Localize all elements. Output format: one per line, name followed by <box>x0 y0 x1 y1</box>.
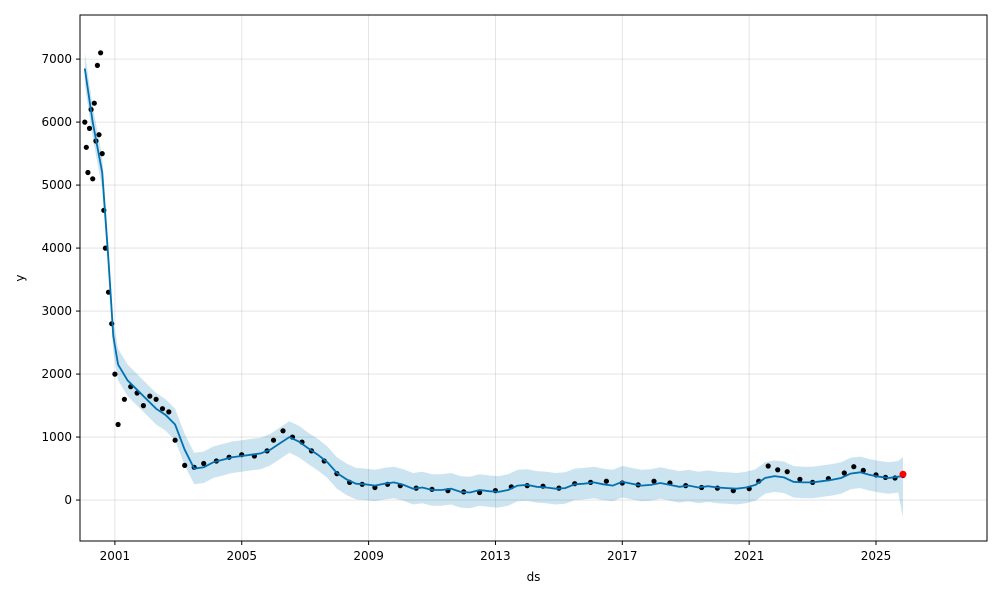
observed-point <box>280 428 286 434</box>
observed-point <box>85 169 91 176</box>
y-axis-ticks: 0 1000 2000 3000 4000 5000 6000 7000 <box>41 52 80 507</box>
observed-point <box>841 470 847 476</box>
observed-point <box>96 132 102 138</box>
observed-point <box>90 176 96 182</box>
y-tick-label: 7000 <box>41 52 72 66</box>
x-axis-ticks: 2001 2005 2009 2013 2017 2021 2025 <box>100 541 892 563</box>
forecast-line-group <box>83 68 904 494</box>
plot-frame <box>79 14 988 542</box>
observed-point <box>797 476 803 482</box>
x-tick-label: 2009 <box>353 549 384 563</box>
y-tick-label: 3000 <box>41 304 72 318</box>
x-tick-label: 2025 <box>861 549 892 563</box>
observed-point <box>159 406 166 412</box>
observed-point <box>201 460 207 467</box>
observed-point <box>99 151 105 157</box>
observed-point <box>851 464 857 470</box>
observed-points <box>82 50 906 496</box>
y-tick-label: 0 <box>64 493 72 507</box>
observed-point <box>83 144 89 150</box>
observed-point <box>86 125 93 131</box>
observed-point <box>172 437 178 443</box>
y-tick-label: 4000 <box>41 241 72 255</box>
x-tick-label: 2017 <box>607 549 638 563</box>
x-tick-label: 2021 <box>734 549 765 563</box>
observed-point <box>775 467 781 473</box>
y-tick-label: 1000 <box>41 430 72 444</box>
observed-point <box>121 396 127 402</box>
x-axis-label: ds <box>527 570 541 584</box>
x-tick-label: 2001 <box>100 549 131 563</box>
latest-observation-marker <box>899 470 907 478</box>
x-tick-label: 2013 <box>480 549 511 563</box>
x-tick-label: 2005 <box>226 549 257 563</box>
forecast-line <box>83 68 904 494</box>
observed-point <box>603 478 610 484</box>
observed-point <box>153 396 159 402</box>
observed-point <box>166 409 172 415</box>
observed-point <box>651 478 657 484</box>
observed-point <box>82 119 88 125</box>
grid-lines <box>80 15 987 541</box>
uncertainty-band <box>84 52 904 518</box>
observed-point <box>182 462 188 468</box>
y-tick-label: 6000 <box>41 115 72 129</box>
observed-point <box>115 421 121 428</box>
latest-marker-group <box>899 470 907 478</box>
observed-point <box>98 50 104 56</box>
observed-point <box>147 393 153 399</box>
observed-point <box>91 100 97 106</box>
y-axis-label: y <box>13 274 27 281</box>
observed-point <box>765 463 771 469</box>
observed-point <box>270 437 277 443</box>
observed-point <box>860 467 866 473</box>
observed-point <box>112 371 118 377</box>
observed-point <box>140 403 146 409</box>
y-tick-label: 2000 <box>41 367 72 381</box>
observed-point <box>94 62 100 68</box>
forecast-uncertainty-band <box>84 52 904 518</box>
y-tick-label: 5000 <box>41 178 72 192</box>
observed-point <box>784 469 790 475</box>
